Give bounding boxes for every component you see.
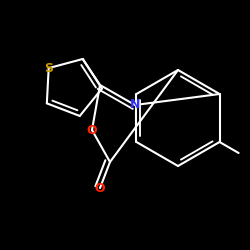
Text: O: O <box>87 124 97 136</box>
Text: N: N <box>130 98 140 112</box>
Text: O: O <box>95 182 105 194</box>
Text: S: S <box>44 62 53 74</box>
